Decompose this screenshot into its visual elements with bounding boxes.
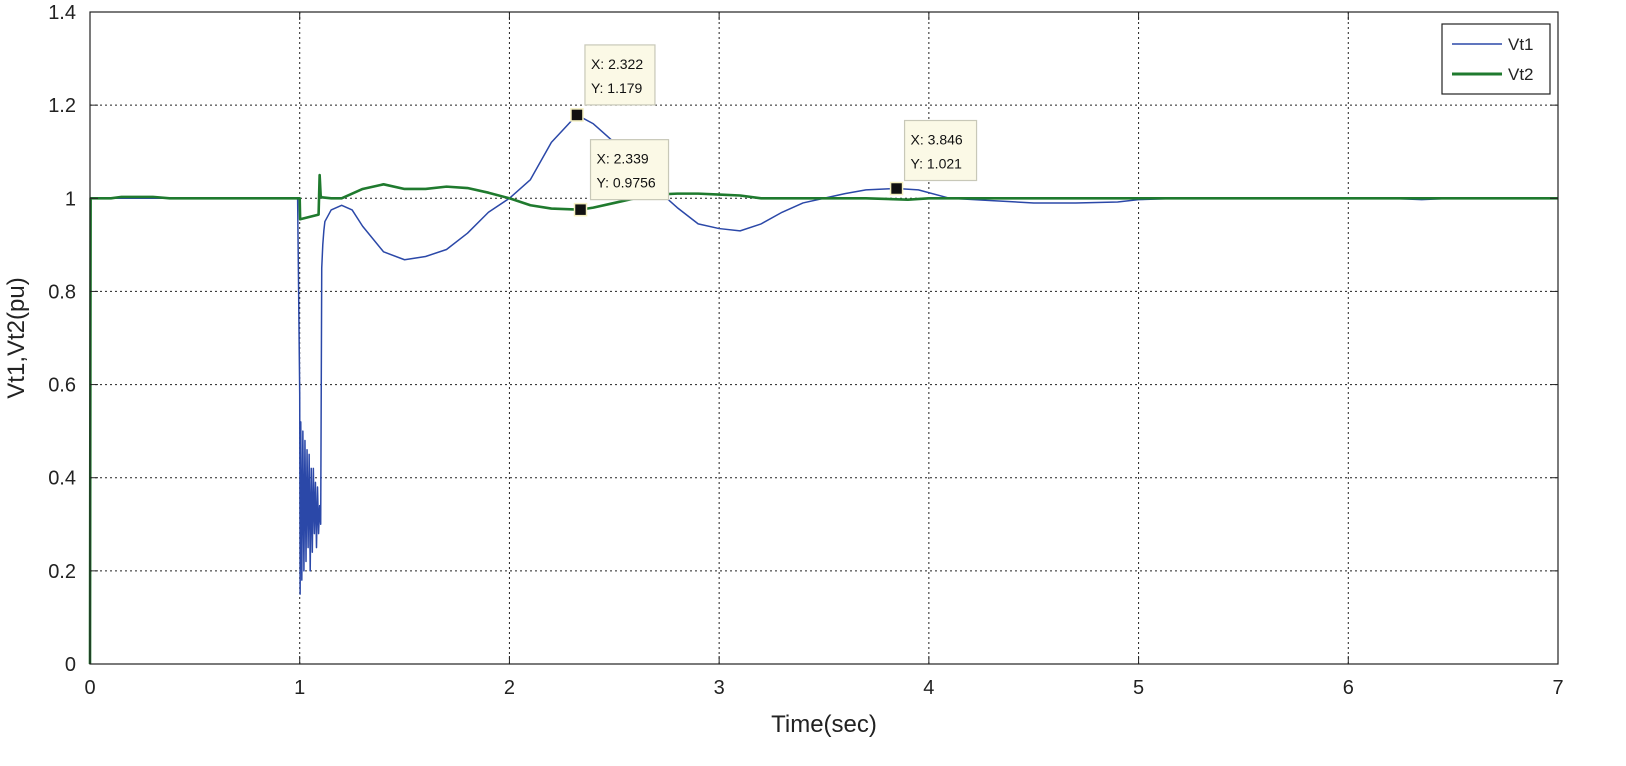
ticks: 0 1 2 3 4 5 6 7 0 0.2 0.4 0.6 0.8 1 1.2 1.4 — [48, 2, 1563, 699]
data-tip-y: Y: 1.021 — [911, 156, 963, 172]
y-tick-label: 0.2 — [48, 561, 76, 583]
series-layer — [88, 114, 1558, 665]
y-tick-label: 0.6 — [48, 375, 76, 397]
data-tip-box — [903, 119, 978, 182]
y-tick-label: 0.4 — [48, 468, 76, 490]
data-tip-y: Y: 1.179 — [591, 80, 643, 96]
y-tick-label: 1 — [65, 188, 76, 210]
data-tip-box — [589, 139, 670, 201]
data-tip[interactable]: X: 2.322 Y: 1.179 — [570, 44, 656, 122]
x-tick-label: 1 — [294, 677, 305, 699]
data-tip-x: X: 3.846 — [911, 132, 963, 148]
plot-frame — [89, 11, 1559, 665]
y-tick-label: 1.2 — [48, 95, 76, 117]
x-tick-label: 2 — [504, 677, 515, 699]
x-tick-label: 6 — [1343, 677, 1354, 699]
data-tip-x: X: 2.322 — [591, 56, 643, 72]
y-tick-label: 0.8 — [48, 281, 76, 303]
x-tick-label: 4 — [923, 677, 934, 699]
legend-box — [1441, 23, 1551, 95]
x-tick-label: 5 — [1133, 677, 1144, 699]
data-tip[interactable]: X: 2.339 Y: 0.9756 — [573, 139, 670, 217]
y-tick-label: 1.4 — [48, 2, 76, 24]
data-tip[interactable]: X: 3.846 Y: 1.021 — [889, 119, 978, 196]
series-line-vt1 — [89, 114, 1558, 665]
x-tick-label: 3 — [714, 677, 725, 699]
data-tip-marker — [573, 202, 588, 217]
legend-label-vt2: Vt2 — [1508, 65, 1534, 84]
series-line-vt2 — [88, 173, 1558, 665]
y-tick-label: 0 — [65, 654, 76, 676]
legend[interactable]: Vt1 Vt2 — [1441, 23, 1551, 95]
plot-area — [90, 12, 1558, 664]
data-tips: X: 2.322 Y: 1.179 X: 2.339 Y: 0.9756 X: 3.84… — [570, 44, 978, 217]
data-tip-marker — [570, 108, 584, 122]
x-axis-label: Time(sec) — [771, 711, 877, 738]
data-tip-y: Y: 0.9756 — [597, 175, 656, 191]
y-axis-label: Vt1,Vt2(pu) — [3, 277, 30, 398]
legend-label-vt1: Vt1 — [1508, 35, 1534, 54]
data-tip-box — [584, 44, 656, 106]
data-tip-x: X: 2.339 — [597, 151, 649, 167]
x-tick-label: 0 — [84, 677, 95, 699]
x-tick-label: 7 — [1552, 677, 1563, 699]
data-tip-marker — [889, 181, 904, 196]
